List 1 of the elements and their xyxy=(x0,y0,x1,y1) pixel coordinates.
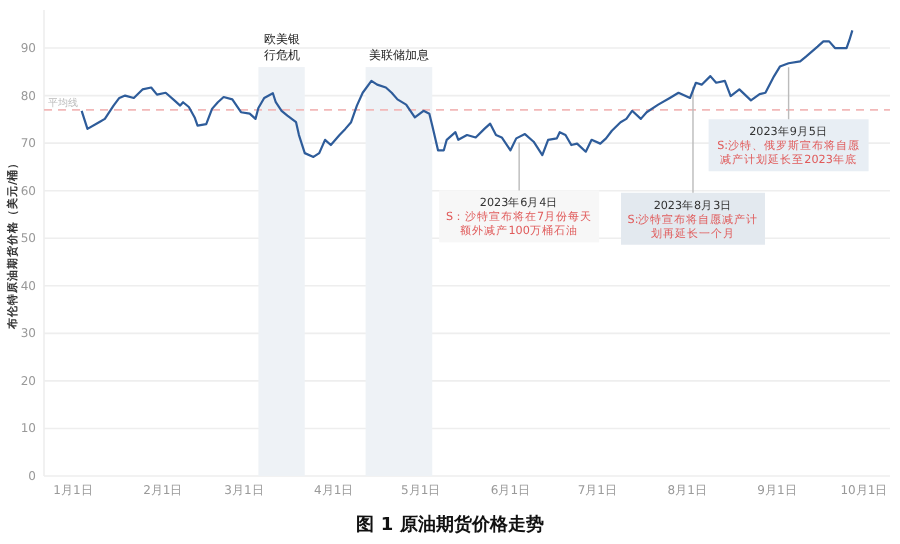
text: 图 1 原油期货价格走势 xyxy=(356,514,544,536)
